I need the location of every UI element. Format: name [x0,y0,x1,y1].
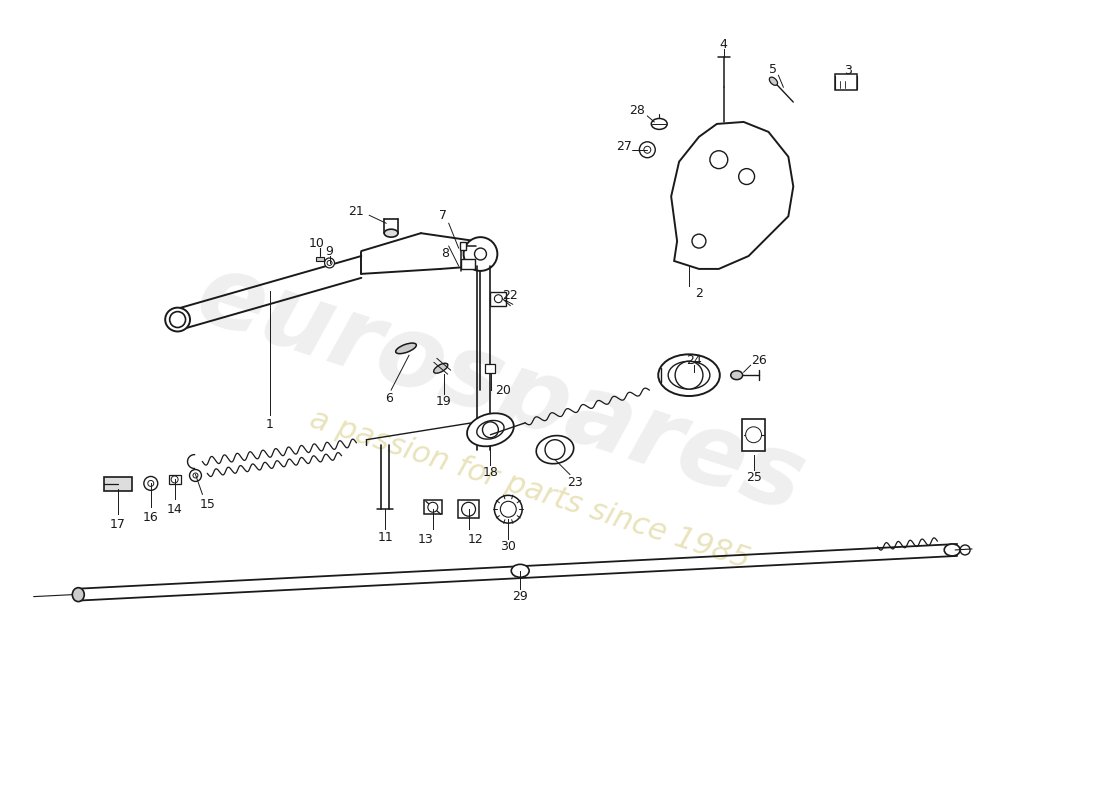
Circle shape [639,142,656,158]
Circle shape [960,545,970,555]
Ellipse shape [512,564,529,578]
Ellipse shape [668,362,710,389]
Bar [424,500,442,514]
Ellipse shape [73,588,85,602]
Text: 21: 21 [349,205,364,218]
Text: 17: 17 [110,518,126,530]
Circle shape [428,502,438,512]
Text: 29: 29 [513,590,528,603]
Circle shape [692,234,706,248]
Text: 6: 6 [385,391,393,405]
Ellipse shape [658,354,719,396]
Text: 11: 11 [377,530,393,543]
Text: eurospares: eurospares [185,246,816,534]
Bar [461,259,474,269]
Text: 9: 9 [326,245,333,258]
Text: 2: 2 [695,287,703,300]
Circle shape [463,237,497,271]
Ellipse shape [730,370,743,380]
Circle shape [147,481,154,486]
Circle shape [500,502,516,517]
Text: 25: 25 [746,471,761,484]
Circle shape [327,261,332,266]
Text: 18: 18 [483,466,498,479]
Circle shape [144,477,157,490]
Circle shape [462,502,475,516]
Ellipse shape [384,229,398,237]
Ellipse shape [468,414,514,446]
Bar [485,364,495,373]
Circle shape [494,294,503,302]
Text: 5: 5 [769,63,778,76]
Text: 30: 30 [500,541,516,554]
Circle shape [189,470,201,482]
Bar [168,475,180,484]
Circle shape [739,169,755,185]
Bar [835,74,857,90]
Ellipse shape [769,77,778,86]
Circle shape [746,427,761,442]
Text: 10: 10 [309,237,324,250]
Text: a passion for parts since 1985: a passion for parts since 1985 [307,404,754,574]
Text: 24: 24 [686,354,702,366]
Circle shape [169,312,186,327]
Text: 22: 22 [503,290,518,302]
Ellipse shape [396,343,417,354]
Text: 20: 20 [495,383,512,397]
Text: 13: 13 [418,533,433,546]
Ellipse shape [433,363,448,374]
Circle shape [644,146,651,154]
Circle shape [172,476,178,483]
Circle shape [494,495,522,523]
Ellipse shape [944,544,960,556]
Text: 27: 27 [616,140,632,154]
Bar [104,478,132,491]
Circle shape [192,473,198,478]
Bar [491,292,506,306]
Text: 28: 28 [629,103,646,117]
Text: 26: 26 [750,354,767,366]
Ellipse shape [651,118,668,130]
Circle shape [324,258,334,268]
Text: 8: 8 [441,246,449,259]
Text: 23: 23 [566,476,583,489]
Ellipse shape [165,308,190,331]
Text: 16: 16 [143,510,158,524]
Circle shape [474,248,486,260]
Bar [316,257,323,262]
Circle shape [544,440,565,459]
Text: 15: 15 [199,498,216,510]
Text: 4: 4 [719,38,728,51]
Text: 1: 1 [266,418,274,431]
Text: 3: 3 [844,64,851,77]
Text: 12: 12 [468,533,483,546]
Bar [458,500,480,518]
Ellipse shape [476,421,504,439]
Bar [741,419,766,450]
Text: 7: 7 [439,209,447,222]
Bar [460,242,465,250]
Text: 14: 14 [167,502,183,516]
Text: 19: 19 [436,395,452,409]
Circle shape [675,362,703,389]
Circle shape [710,150,728,169]
Ellipse shape [536,435,574,464]
Circle shape [483,422,498,438]
